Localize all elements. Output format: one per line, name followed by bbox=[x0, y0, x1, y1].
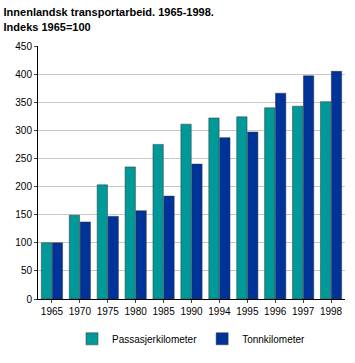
svg-text:200: 200 bbox=[15, 181, 32, 192]
svg-text:Tonnkilometer: Tonnkilometer bbox=[242, 334, 305, 345]
svg-text:250: 250 bbox=[15, 153, 32, 164]
svg-text:1995: 1995 bbox=[236, 306, 259, 317]
svg-text:50: 50 bbox=[21, 265, 33, 276]
svg-text:1994: 1994 bbox=[208, 306, 231, 317]
svg-text:1985: 1985 bbox=[152, 306, 175, 317]
svg-text:100: 100 bbox=[15, 237, 32, 248]
svg-text:300: 300 bbox=[15, 125, 32, 136]
svg-text:0: 0 bbox=[26, 294, 32, 305]
svg-text:400: 400 bbox=[15, 69, 32, 80]
svg-text:1997: 1997 bbox=[292, 306, 315, 317]
svg-text:1990: 1990 bbox=[180, 306, 203, 317]
svg-text:1998: 1998 bbox=[320, 306, 343, 317]
svg-text:450: 450 bbox=[15, 41, 32, 52]
svg-text:150: 150 bbox=[15, 209, 32, 220]
svg-text:1975: 1975 bbox=[97, 306, 120, 317]
svg-text:1996: 1996 bbox=[264, 306, 287, 317]
svg-text:1965: 1965 bbox=[41, 306, 64, 317]
svg-text:1980: 1980 bbox=[125, 306, 148, 317]
svg-text:Passasjerkilometer: Passasjerkilometer bbox=[112, 334, 197, 345]
svg-text:Innenlandsk transportarbeid. 1: Innenlandsk transportarbeid. 1965-1998.I… bbox=[4, 6, 214, 32]
svg-text:1970: 1970 bbox=[69, 306, 92, 317]
svg-text:350: 350 bbox=[15, 97, 32, 108]
